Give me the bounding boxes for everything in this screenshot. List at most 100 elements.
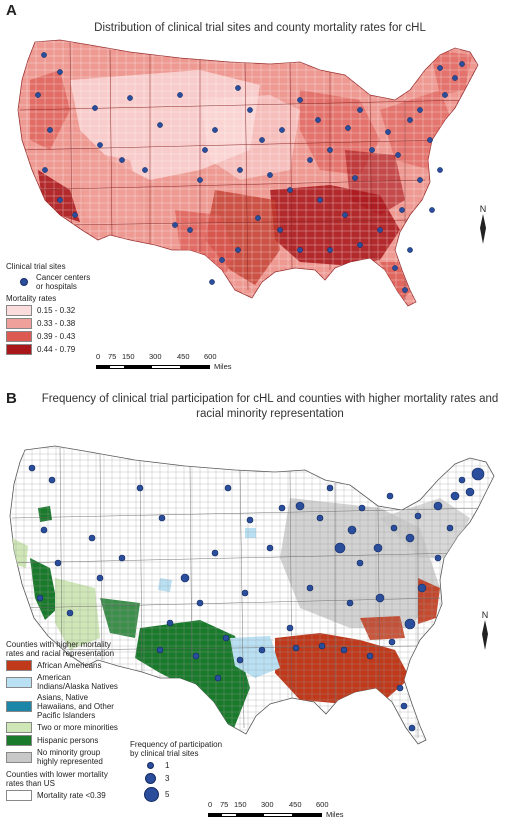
site-dot-icon	[20, 278, 28, 286]
trial-site-marker	[54, 559, 62, 567]
representation-class-row: American Indians/Alaska Natives	[6, 673, 118, 691]
freq-label: 5	[165, 790, 170, 799]
panel-a: A Distribution of clinical trial sites a…	[0, 0, 520, 380]
representation-class-label: African Americans	[37, 661, 102, 670]
trial-site-marker	[318, 642, 326, 650]
mortality-class-row: 0.33 - 0.38	[6, 318, 96, 329]
trial-site-marker	[434, 554, 442, 562]
trial-site-marker	[334, 542, 346, 554]
trial-site-marker	[28, 464, 36, 472]
sites-heading: Clinical trial sites	[6, 262, 66, 271]
trial-site-marker	[358, 504, 366, 512]
mortality-map	[17, 39, 479, 307]
scale-tick: 150	[122, 352, 135, 361]
trial-site-marker	[286, 624, 294, 632]
trial-site-marker	[346, 599, 354, 607]
trial-sites-b	[28, 464, 485, 732]
scale-tick: 450	[289, 800, 302, 809]
representation-class-row: Hispanic persons	[6, 735, 118, 746]
trial-site-marker	[342, 212, 348, 218]
trial-site-marker	[88, 534, 96, 542]
trial-site-marker	[316, 514, 324, 522]
representation-class-row: Two or more minorities	[6, 722, 118, 733]
trial-site-marker	[172, 222, 178, 228]
trial-site-marker	[352, 175, 358, 181]
trial-site-marker	[219, 257, 225, 263]
trial-site-marker	[340, 646, 348, 654]
trial-site-marker	[287, 187, 293, 193]
panel-b: B Frequency of clinical trial participat…	[0, 388, 520, 835]
trial-site-marker	[357, 107, 363, 113]
mortality-class-swatch	[6, 344, 32, 355]
lower-item-label: Mortality rate <0.39	[37, 791, 106, 800]
mortality-class-row: 0.44 - 0.79	[6, 344, 96, 355]
scale-tick: 300	[261, 800, 274, 809]
trial-site-marker	[235, 247, 241, 253]
scale-ticks-a: 0 75 150 300 450 600	[96, 352, 256, 362]
trial-site-marker	[66, 609, 74, 617]
mortality-class-swatch	[6, 331, 32, 342]
scale-tick: 600	[204, 352, 217, 361]
mortality-class-row: 0.39 - 0.43	[6, 331, 96, 342]
mortality-class-swatch	[6, 318, 32, 329]
trial-site-marker	[241, 589, 249, 597]
legend-b: Counties with higher mortality rates and…	[6, 640, 118, 803]
trial-site-marker	[97, 142, 103, 148]
trial-site-marker	[196, 599, 204, 607]
trial-site-marker	[402, 287, 408, 293]
trial-site-marker	[327, 247, 333, 253]
frequency-legend: Frequency of participation by clinical t…	[130, 740, 230, 805]
trial-site-marker	[235, 85, 241, 91]
trial-site-marker	[35, 92, 41, 98]
trial-site-marker	[187, 227, 193, 233]
scale-ticks-b: 0 75 150 300 450 600	[208, 800, 368, 810]
trial-site-marker	[327, 147, 333, 153]
trial-site-marker	[142, 167, 148, 173]
scale-tick: 75	[108, 352, 117, 361]
trial-site-marker	[40, 526, 48, 534]
north-label-b: N	[481, 610, 489, 620]
representation-class-swatch	[6, 722, 32, 733]
trial-sites-a	[35, 52, 465, 293]
trial-site-marker	[446, 524, 454, 532]
trial-site-marker	[347, 525, 357, 535]
trial-site-marker	[306, 584, 314, 592]
trial-site-marker	[57, 69, 63, 75]
trial-site-marker	[458, 476, 466, 484]
trial-site-marker	[211, 549, 219, 557]
trial-site-marker	[266, 544, 274, 552]
scale-unit: Miles	[214, 362, 232, 371]
trial-site-marker	[297, 247, 303, 253]
representation-heading: Counties with higher mortality rates and…	[6, 640, 115, 658]
trial-site-marker	[236, 656, 244, 664]
frequency-heading: Frequency of participation by clinical t…	[130, 740, 223, 758]
trial-site-marker	[297, 97, 303, 103]
representation-class-swatch	[6, 676, 32, 688]
trial-site-marker	[214, 674, 222, 682]
lower-heading: Counties with lower mortality rates than…	[6, 770, 108, 788]
trial-site-marker	[429, 207, 435, 213]
trial-site-marker	[405, 533, 415, 543]
trial-site-marker	[407, 247, 413, 253]
trial-site-marker	[395, 152, 401, 158]
mortality-class-row: 0.15 - 0.32	[6, 305, 96, 316]
trial-site-marker	[158, 514, 166, 522]
freq-label: 1	[165, 761, 170, 770]
trial-site-marker	[366, 652, 374, 660]
trial-site-marker	[278, 504, 286, 512]
scale-bar-a: 0 75 150 300 450 600 Miles	[96, 352, 256, 371]
scale-tick: 75	[220, 800, 229, 809]
trial-site-marker	[375, 593, 385, 603]
scale-tick: 150	[234, 800, 247, 809]
trial-site-marker	[42, 167, 48, 173]
mortality-heading: Mortality rates	[6, 294, 57, 303]
trial-site-marker	[317, 197, 323, 203]
trial-site-marker	[315, 117, 321, 123]
panel-b-title: Frequency of clinical trial participatio…	[41, 393, 499, 420]
mortality-classes: 0.15 - 0.32 0.33 - 0.38 0.39 - 0.43 0.44 - …	[6, 305, 96, 355]
north-arrow-b: N	[480, 610, 490, 652]
trial-site-marker	[92, 105, 98, 111]
trial-site-marker	[417, 177, 423, 183]
trial-site-marker	[118, 554, 126, 562]
trial-site-marker	[259, 137, 265, 143]
